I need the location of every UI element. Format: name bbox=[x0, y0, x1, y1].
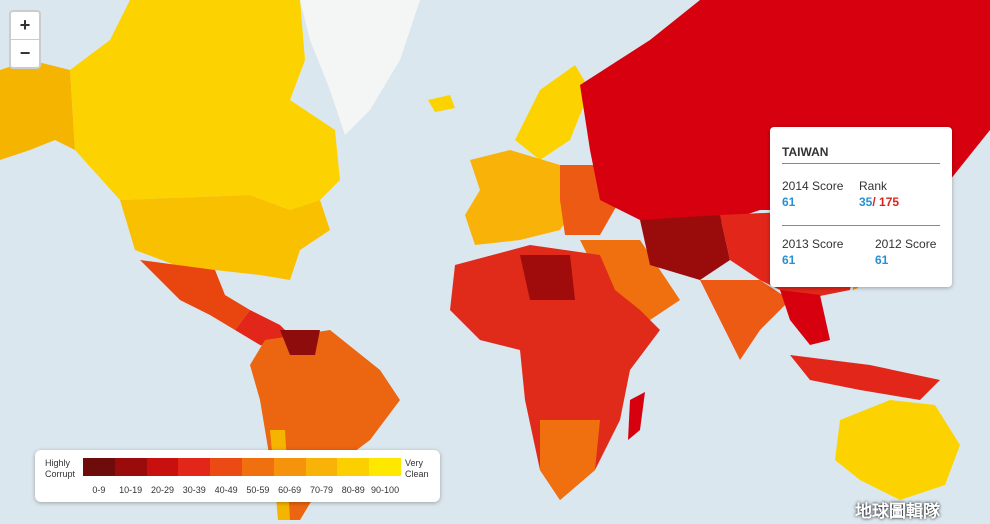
rank: 35/ 175 bbox=[859, 195, 899, 209]
southeast-asia bbox=[780, 290, 830, 345]
legend-bin: 20-29 bbox=[146, 458, 179, 495]
middle-east bbox=[580, 240, 680, 320]
legend-bin: 60-69 bbox=[273, 458, 306, 495]
legend-bin: 0-9 bbox=[83, 458, 115, 495]
score: 61 bbox=[782, 195, 796, 209]
india bbox=[700, 280, 790, 360]
legend-swatch bbox=[178, 458, 211, 476]
western-europe bbox=[465, 150, 580, 245]
legend-bin-label: 70-79 bbox=[309, 485, 333, 495]
legend-swatch bbox=[273, 458, 306, 476]
africa bbox=[450, 245, 660, 500]
rank-total: / 175 bbox=[872, 195, 900, 209]
divider bbox=[782, 225, 940, 226]
legend-swatch bbox=[114, 458, 147, 476]
central-asia bbox=[640, 215, 730, 280]
legend-swatch bbox=[369, 458, 401, 476]
country-name: TAIWAN bbox=[782, 145, 829, 159]
legend: Highly Corrupt 0-9 10-19 20-29 30-39 40-49 50… bbox=[35, 450, 440, 502]
legend-swatch bbox=[305, 458, 338, 476]
legend-bin-label: 60-69 bbox=[278, 485, 302, 495]
madagascar bbox=[628, 392, 645, 440]
legend-bin: 10-19 bbox=[114, 458, 147, 495]
legend-swatch bbox=[83, 458, 115, 476]
score: 61 bbox=[782, 253, 796, 267]
legend-bin-label: 40-49 bbox=[214, 485, 238, 495]
southern-africa bbox=[540, 420, 600, 500]
legend-bin: 40-49 bbox=[210, 458, 242, 495]
mexico bbox=[140, 260, 250, 330]
divider bbox=[782, 163, 940, 164]
label: Rank bbox=[859, 179, 888, 193]
legend-bin: 90-100 bbox=[369, 458, 401, 495]
rank-value: 35 bbox=[859, 195, 873, 209]
venezuela bbox=[280, 330, 320, 355]
indonesia bbox=[790, 355, 940, 400]
legend-bin-label: 10-19 bbox=[119, 485, 143, 495]
usa bbox=[120, 195, 330, 280]
legend-bin: 70-79 bbox=[305, 458, 338, 495]
iceland bbox=[428, 95, 455, 112]
legend-bin-label: 0-9 bbox=[92, 485, 106, 495]
legend-bin: 30-39 bbox=[178, 458, 211, 495]
country-tooltip: TAIWAN 2014 Score 61 Rank 35/ 175 2013 S… bbox=[770, 127, 952, 287]
legend-scale: 0-9 10-19 20-29 30-39 40-49 50-59 60-69 70-79 80… bbox=[83, 458, 401, 495]
legend-swatch bbox=[241, 458, 274, 476]
label: 2014 Score bbox=[782, 179, 844, 193]
zoom-in-button[interactable]: + bbox=[19, 15, 31, 35]
scandinavia bbox=[515, 65, 590, 160]
legend-bin: 80-89 bbox=[337, 458, 370, 495]
legend-swatch bbox=[337, 458, 370, 476]
legend-high-label: Very Clean bbox=[405, 458, 429, 479]
legend-bin-label: 80-89 bbox=[341, 485, 365, 495]
legend-low-label: Highly Corrupt bbox=[45, 458, 76, 479]
legend-bin-label: 90-100 bbox=[371, 485, 400, 495]
legend-swatch bbox=[210, 458, 242, 476]
legend-swatch bbox=[146, 458, 179, 476]
score: 61 bbox=[875, 253, 889, 267]
greenland bbox=[300, 0, 420, 135]
legend-bin-label: 50-59 bbox=[246, 485, 270, 495]
label: 2012 Score bbox=[875, 237, 937, 251]
zoom-controls: + − bbox=[9, 10, 41, 69]
legend-bin-label: 30-39 bbox=[182, 485, 206, 495]
zoom-out-button[interactable]: − bbox=[11, 39, 39, 67]
north-africa bbox=[520, 255, 575, 300]
watermark: 地球圖輯隊 bbox=[855, 502, 940, 521]
australia bbox=[835, 400, 960, 500]
label: 2013 Score bbox=[782, 237, 844, 251]
alaska bbox=[0, 60, 75, 160]
legend-bin-label: 20-29 bbox=[150, 485, 174, 495]
canada bbox=[70, 0, 340, 210]
legend-bin: 50-59 bbox=[241, 458, 274, 495]
